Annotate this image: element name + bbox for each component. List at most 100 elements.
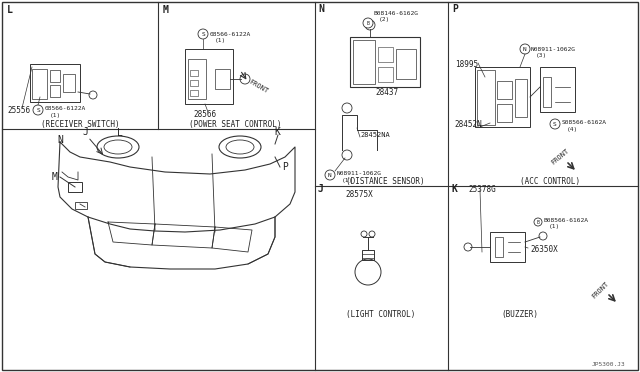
Text: (DISTANCE SENSOR): (DISTANCE SENSOR) <box>346 176 424 186</box>
Bar <box>32 69 47 99</box>
Bar <box>353 40 375 84</box>
Circle shape <box>520 44 530 54</box>
Text: (1): (1) <box>215 38 227 42</box>
Circle shape <box>325 170 335 180</box>
Text: FRONT: FRONT <box>550 148 570 166</box>
Text: FRONT: FRONT <box>590 280 610 299</box>
Circle shape <box>464 243 472 251</box>
Circle shape <box>361 231 367 237</box>
Text: (1): (1) <box>549 224 560 228</box>
Bar <box>378 67 393 82</box>
Circle shape <box>198 29 208 39</box>
Text: 25378G: 25378G <box>468 185 496 193</box>
Text: L: L <box>7 5 13 15</box>
Text: N: N <box>318 4 324 14</box>
Text: B: B <box>536 219 540 224</box>
Text: (1): (1) <box>342 177 353 183</box>
Bar <box>190 90 198 96</box>
Text: B08566-6162A: B08566-6162A <box>544 218 589 222</box>
Bar <box>30 64 80 102</box>
Circle shape <box>534 218 542 226</box>
Text: J: J <box>318 184 324 194</box>
Text: (1): (1) <box>50 112 61 118</box>
Text: 28566: 28566 <box>193 109 216 119</box>
Bar <box>215 69 230 89</box>
Bar <box>75 202 87 209</box>
Bar <box>495 237 503 257</box>
Ellipse shape <box>97 136 139 158</box>
Bar <box>515 79 527 117</box>
Circle shape <box>342 103 352 113</box>
Bar <box>68 182 82 192</box>
Text: S: S <box>36 108 40 112</box>
Text: L: L <box>117 128 123 138</box>
Bar <box>378 47 393 62</box>
Text: (4): (4) <box>567 126 579 131</box>
Text: P: P <box>452 4 458 14</box>
Text: P: P <box>282 162 288 172</box>
Text: B: B <box>367 20 369 26</box>
Text: (POWER SEAT CONTROL): (POWER SEAT CONTROL) <box>189 119 281 128</box>
Bar <box>477 70 495 125</box>
Text: N: N <box>328 173 332 177</box>
Text: (3): (3) <box>536 52 547 58</box>
Text: 26350X: 26350X <box>530 246 557 254</box>
Bar <box>396 49 416 79</box>
Ellipse shape <box>104 140 132 154</box>
Ellipse shape <box>226 140 254 154</box>
Text: K: K <box>274 127 280 137</box>
Text: S: S <box>553 122 557 126</box>
Bar <box>497 104 512 122</box>
Text: S08566-6162A: S08566-6162A <box>562 119 607 125</box>
Circle shape <box>240 74 250 84</box>
Text: (ACC CONTROL): (ACC CONTROL) <box>520 176 580 186</box>
Text: S: S <box>201 32 205 36</box>
Bar <box>540 67 575 112</box>
Text: (RECEIVER SWITCH): (RECEIVER SWITCH) <box>41 119 119 128</box>
Bar <box>490 232 525 262</box>
Text: JP5300.J3: JP5300.J3 <box>591 362 625 367</box>
Circle shape <box>355 259 381 285</box>
Bar <box>497 81 512 99</box>
Text: N: N <box>523 46 527 51</box>
Text: (BUZZER): (BUZZER) <box>502 311 538 320</box>
Circle shape <box>369 231 375 237</box>
Text: 08566-6122A: 08566-6122A <box>210 32 252 36</box>
Text: 25556: 25556 <box>7 106 30 115</box>
Ellipse shape <box>219 136 261 158</box>
Circle shape <box>89 91 97 99</box>
Circle shape <box>342 150 352 160</box>
Text: 28575X: 28575X <box>345 189 372 199</box>
Text: N08911-1062G: N08911-1062G <box>337 170 382 176</box>
Text: J: J <box>82 127 88 137</box>
Circle shape <box>33 105 43 115</box>
Text: 28452N: 28452N <box>454 119 482 128</box>
Circle shape <box>365 20 375 30</box>
Bar <box>190 70 198 76</box>
Text: (2): (2) <box>379 16 390 22</box>
Bar <box>188 59 206 99</box>
Text: N: N <box>57 135 63 145</box>
Text: K: K <box>452 184 458 194</box>
Text: M: M <box>52 172 58 182</box>
Bar <box>63 74 75 92</box>
Text: FRONT: FRONT <box>247 79 269 95</box>
Bar <box>50 70 60 82</box>
Text: 28437: 28437 <box>375 87 398 96</box>
Circle shape <box>363 18 373 28</box>
Text: (LIGHT CONTROL): (LIGHT CONTROL) <box>346 311 416 320</box>
Text: M: M <box>163 5 169 15</box>
Bar <box>185 49 233 104</box>
Text: 18995: 18995 <box>455 60 478 68</box>
Text: N08911-1062G: N08911-1062G <box>531 46 576 51</box>
Text: 28452NA: 28452NA <box>360 132 390 138</box>
Text: 08566-6122A: 08566-6122A <box>45 106 86 110</box>
Bar <box>350 37 420 87</box>
Circle shape <box>550 119 560 129</box>
Bar <box>190 80 198 86</box>
Text: B08146-6162G: B08146-6162G <box>374 10 419 16</box>
Bar <box>475 67 530 127</box>
Bar <box>543 77 551 107</box>
Bar <box>50 85 60 97</box>
Bar <box>362 250 374 260</box>
